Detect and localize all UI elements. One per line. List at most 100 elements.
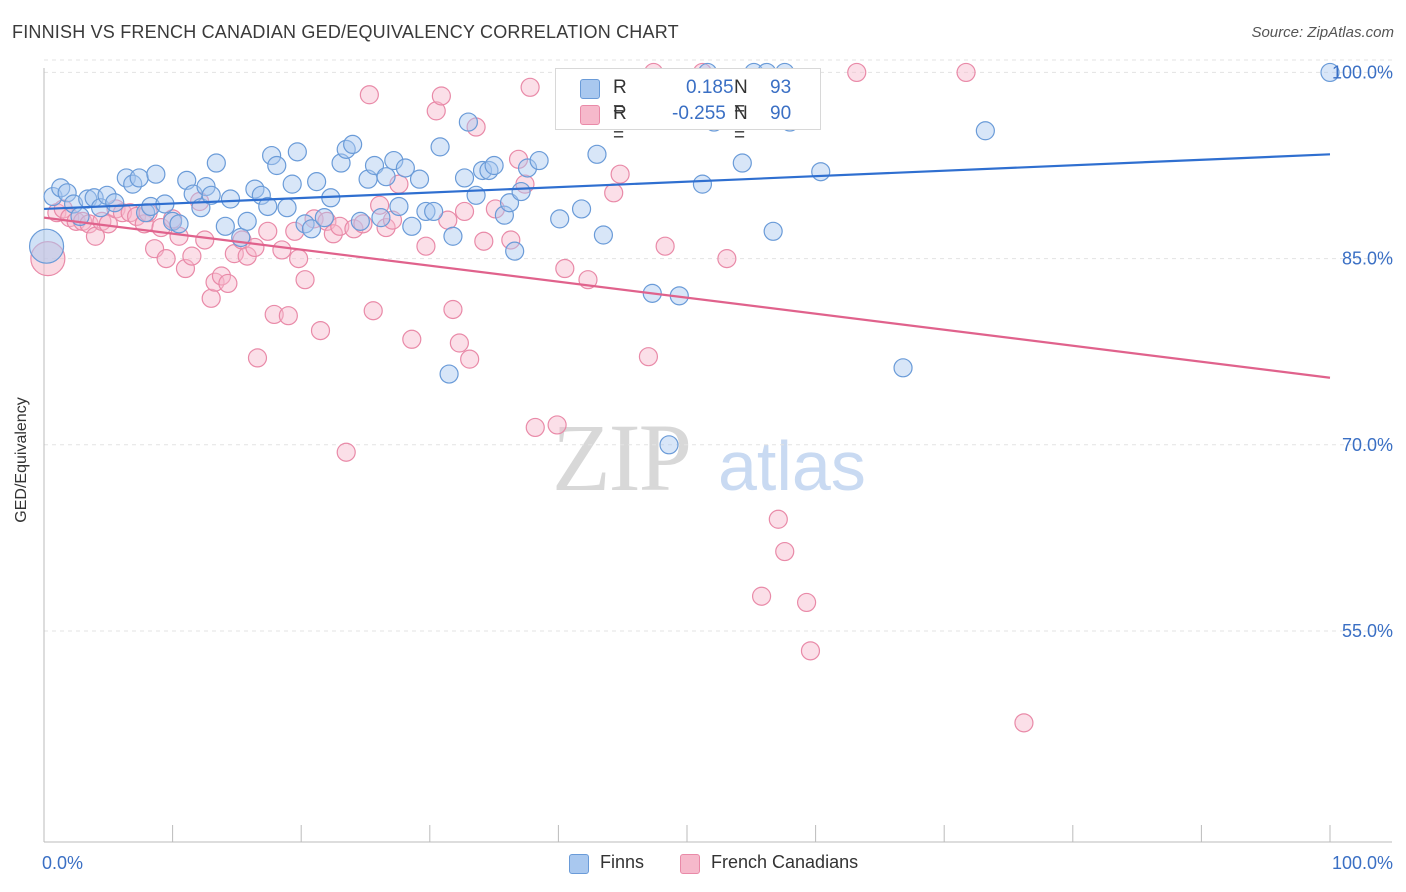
series-finns (28, 62, 1340, 455)
point-french-canadians (359, 85, 379, 105)
point-french-canadians (474, 231, 494, 251)
point-french-canadians (289, 249, 309, 269)
point-french-canadians (201, 288, 221, 308)
point-french-canadians (310, 320, 331, 341)
point-finns (472, 160, 493, 181)
point-french-canadians (272, 240, 292, 260)
point-finns (307, 172, 327, 192)
point-french-canadians (247, 348, 268, 368)
point-finns (975, 121, 995, 141)
point-french-canadians (285, 221, 305, 241)
point-finns (282, 174, 302, 194)
legend-r-label: R = (613, 77, 627, 120)
point-french-canadians (638, 347, 659, 367)
point-finns (206, 153, 226, 173)
point-french-canadians (525, 417, 545, 438)
watermark-zip: ZIP (552, 404, 690, 511)
point-french-canadians (323, 224, 343, 244)
point-finns (511, 181, 531, 202)
point-finns (169, 214, 189, 234)
trend-lines (43, 153, 1331, 379)
point-finns (529, 150, 549, 171)
point-french-canadians (847, 62, 867, 83)
point-french-canadians (156, 249, 176, 269)
point-finns (430, 137, 450, 157)
point-finns (402, 216, 422, 236)
point-finns (494, 205, 514, 225)
point-finns (57, 183, 77, 203)
point-finns (215, 216, 235, 236)
point-french-canadians (218, 273, 238, 294)
point-french-canadians (449, 333, 469, 353)
trend-line-finns (43, 153, 1331, 211)
point-finns (732, 153, 752, 173)
point-finns (258, 196, 278, 217)
point-finns (146, 164, 166, 184)
legend-swatch-finns (580, 79, 600, 99)
point-french-canadians (112, 203, 133, 223)
point-finns (1320, 62, 1340, 83)
legend-r-value: 0.185 (686, 77, 734, 98)
point-finns (343, 134, 363, 155)
point-finns (389, 196, 409, 217)
legend-r-value: -0.255 (672, 103, 726, 124)
point-french-canadians (363, 301, 383, 321)
point-finns (336, 139, 356, 159)
point-finns (129, 168, 149, 188)
point-french-canadians (344, 219, 364, 239)
point-french-canadians (431, 86, 451, 106)
point-finns (439, 364, 459, 384)
point-french-canadians (295, 270, 315, 290)
grid (44, 59, 1392, 632)
point-finns (395, 158, 415, 178)
trend-line-french-canadians (43, 216, 1331, 379)
point-finns (659, 435, 679, 455)
point-french-canadians (426, 101, 446, 121)
bottom-legend-label-french-canadians: French Canadians (711, 852, 859, 872)
point-finns (692, 174, 713, 194)
point-finns (893, 358, 913, 378)
point-french-canadians (353, 214, 373, 234)
x-tick-label: 0.0% (42, 853, 83, 873)
point-finns (466, 185, 486, 205)
point-french-canadians (460, 349, 480, 369)
point-finns (97, 185, 117, 205)
point-french-canadians (182, 246, 202, 266)
watermark: ZIP atlas (552, 404, 866, 511)
point-french-canadians (454, 201, 475, 222)
point-finns (499, 193, 520, 213)
point-finns (301, 219, 322, 239)
point-french-canadians (330, 216, 350, 236)
bottom-legend-swatch-french-canadians (680, 854, 700, 874)
point-french-canadians (416, 236, 436, 256)
point-finns (295, 214, 315, 234)
source-label: Source: ZipAtlas.com (1251, 24, 1394, 41)
point-finns (484, 155, 504, 176)
point-french-canadians (376, 217, 396, 238)
point-finns (201, 185, 221, 205)
point-finns (350, 211, 370, 231)
point-french-canadians (278, 306, 298, 326)
legend: R = 0.185 N = 93 R = -0.255 N = 90 (555, 68, 821, 146)
legend-n-value: 93 (770, 77, 792, 98)
bottom-legend-swatch-finns (569, 854, 589, 874)
point-finns (314, 208, 334, 228)
y-tick-label: 55.0% (1342, 621, 1393, 641)
point-finns (424, 201, 444, 222)
legend-n-label: N = (734, 77, 748, 120)
point-finns (262, 145, 282, 166)
point-finns (105, 193, 125, 213)
point-finns (416, 201, 436, 222)
legend-n-label: N = (734, 103, 748, 146)
point-french-canadians (402, 329, 422, 349)
point-french-canadians (175, 258, 196, 279)
point-french-canadians (604, 183, 624, 203)
point-finns (505, 241, 525, 261)
point-finns (237, 211, 257, 231)
point-finns (571, 199, 592, 219)
point-finns (443, 226, 463, 246)
point-finns (384, 150, 404, 171)
point-finns (454, 168, 475, 188)
point-french-canadians (555, 258, 575, 279)
